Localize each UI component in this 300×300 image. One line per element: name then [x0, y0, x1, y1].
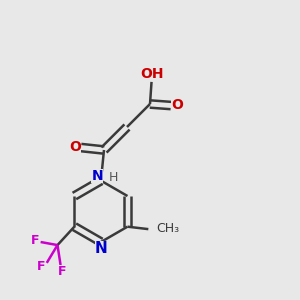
- Text: F: F: [58, 265, 66, 278]
- Text: O: O: [171, 98, 183, 112]
- Text: CH₃: CH₃: [156, 222, 179, 235]
- Text: O: O: [70, 140, 81, 154]
- Text: OH: OH: [140, 67, 163, 81]
- Text: F: F: [31, 234, 39, 247]
- Text: F: F: [37, 260, 46, 273]
- Text: N: N: [94, 241, 107, 256]
- Text: N: N: [92, 169, 103, 183]
- Text: H: H: [109, 171, 118, 184]
